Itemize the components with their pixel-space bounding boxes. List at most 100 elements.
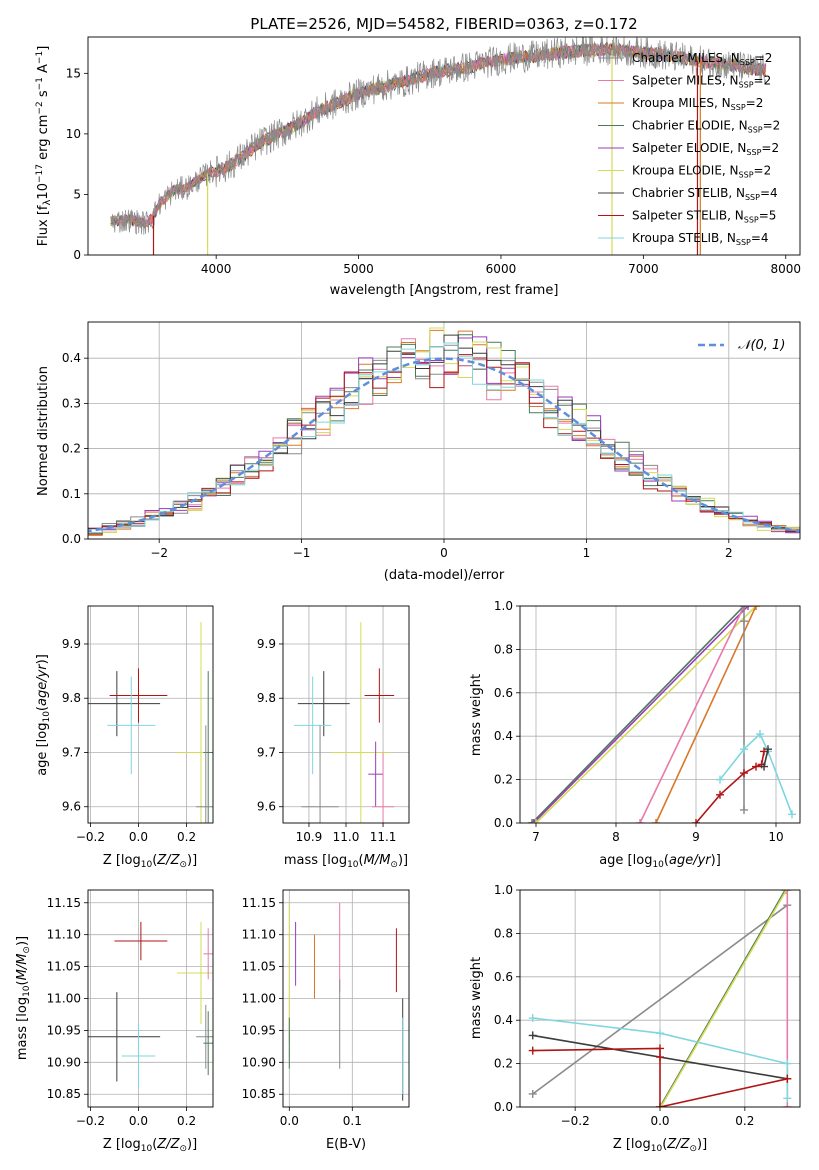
ytick-label: 0.4 bbox=[494, 729, 513, 743]
ytick-label: 0.2 bbox=[62, 442, 81, 456]
ytick-label: 10.95 bbox=[242, 1023, 276, 1037]
ytick-label: 9.8 bbox=[257, 691, 276, 705]
ytick-label: 0.8 bbox=[494, 642, 513, 656]
ytick-label: 5 bbox=[73, 187, 81, 201]
mwAge-xlabel: age [log10(age/yr)] bbox=[599, 853, 721, 870]
legend-label: Salpeter ELODIE, NSSP=2 bbox=[632, 141, 779, 157]
ytick-label: 11.15 bbox=[242, 896, 276, 910]
errorbar-point bbox=[294, 676, 332, 775]
legend-label: Salpeter STELIB, NSSP=5 bbox=[632, 209, 776, 225]
ytick-label: 9.8 bbox=[62, 691, 81, 705]
ytick-label: 0.0 bbox=[62, 532, 81, 546]
xtick-label: 4000 bbox=[201, 262, 232, 276]
ytick-label: 10.90 bbox=[47, 1055, 81, 1069]
spectrum-series bbox=[110, 37, 767, 255]
spectrum-axes: 4000 5000 6000 7000 8000 0 5 10 15 bbox=[66, 36, 801, 276]
xtick-label: −1 bbox=[293, 546, 311, 560]
ytick-label: 0.8 bbox=[494, 926, 513, 940]
xtick-label: 0.0 bbox=[129, 830, 148, 844]
ytick-label: 9.9 bbox=[62, 637, 81, 651]
weight-marker bbox=[716, 775, 724, 784]
weight-marker bbox=[529, 819, 538, 823]
ytick-label: 0.4 bbox=[62, 351, 81, 365]
ytick-label: 10.85 bbox=[47, 1087, 81, 1101]
axes-frame bbox=[87, 321, 801, 540]
age-vs-metallicity-panel: −0.2 0.0 0.2 9.6 9.7 9.8 9.9 Z [log10(Z/Z⊙)] a… bbox=[35, 605, 214, 870]
weight-marker bbox=[652, 819, 660, 823]
ytick-label: 0.3 bbox=[62, 396, 81, 410]
xtick-label: 0.2 bbox=[177, 830, 196, 844]
residuals-xlabel: (data-model)/error bbox=[384, 568, 505, 583]
axes-frame bbox=[519, 889, 801, 1108]
ytick-label: 0.4 bbox=[494, 1013, 513, 1027]
ytick-label: 11.00 bbox=[47, 992, 81, 1006]
errorbar-point bbox=[88, 671, 161, 737]
ytick-label: 11.10 bbox=[47, 928, 81, 942]
weight-marker bbox=[528, 1046, 537, 1055]
errorbar-point bbox=[196, 1004, 213, 1069]
xtick-label: 2 bbox=[725, 546, 733, 560]
ytick-label: 0.6 bbox=[494, 686, 513, 700]
spectrum-line-chabrier-miles-n bbox=[110, 37, 767, 235]
xtick-label: 7 bbox=[532, 830, 540, 844]
weight-marker bbox=[528, 1089, 537, 1098]
massE-xlabel: E(B-V) bbox=[326, 1137, 366, 1152]
weight-marker bbox=[656, 1053, 664, 1062]
errorbar-point bbox=[107, 676, 156, 775]
ytick-label: 11.05 bbox=[47, 960, 81, 974]
axes-frame bbox=[87, 605, 214, 824]
xtick-label: 0.0 bbox=[280, 1114, 299, 1128]
weight-marker bbox=[783, 1059, 792, 1068]
legend-label: Chabrier MILES, NSSP=2 bbox=[632, 51, 772, 67]
errorbar-point bbox=[121, 1024, 156, 1088]
xtick-label: 11.1 bbox=[370, 830, 397, 844]
weight-marker bbox=[528, 1031, 537, 1040]
residuals-grid bbox=[88, 322, 800, 540]
figure-title: PLATE=2526, MJD=54582, FIBERID=0363, z=0… bbox=[250, 15, 637, 33]
ageM-xlabel: mass [log10(M/M⊙)] bbox=[284, 853, 408, 870]
xtick-label: 8 bbox=[612, 830, 620, 844]
xtick-label: −0.2 bbox=[76, 1114, 105, 1128]
ytick-label: 1.0 bbox=[494, 599, 513, 613]
weight-marker bbox=[783, 1103, 792, 1107]
ytick-label: 9.6 bbox=[257, 800, 276, 814]
ytick-label: 9.6 bbox=[62, 800, 81, 814]
weight-marker bbox=[656, 1044, 664, 1053]
xtick-label: −0.2 bbox=[76, 830, 105, 844]
xtick-label: 0.2 bbox=[177, 1114, 196, 1128]
weight-marker bbox=[636, 819, 644, 823]
mwAge-ylabel: mass weight bbox=[469, 674, 484, 756]
weight-line-salpeter-elodie bbox=[533, 606, 749, 823]
xtick-label: 9 bbox=[692, 830, 700, 844]
weight-line-kroupa-elodie bbox=[535, 606, 757, 823]
weight-marker bbox=[760, 762, 768, 771]
mass-vs-extinction-panel: 0.0 0.1 10.85 10.90 10.95 11.00 11.05 11.10 11.1… bbox=[242, 889, 410, 1152]
hist-salpeter-stelib-n bbox=[88, 353, 800, 537]
weight-marker bbox=[740, 617, 748, 626]
massZ-ylabel: mass [log10(M/M⊙)] bbox=[15, 936, 32, 1060]
weight-marker bbox=[752, 762, 760, 771]
weight-marker bbox=[528, 1014, 537, 1023]
axes-frame bbox=[282, 605, 410, 824]
mass-weight-vs-age-panel: 7 8 9 10 0.0 0.2 0.4 0.6 0.8 1.0 age [log10(age/y… bbox=[469, 599, 801, 870]
weight-marker bbox=[532, 819, 540, 823]
xtick-label: 10 bbox=[768, 830, 783, 844]
xtick-label: 0 bbox=[440, 546, 448, 560]
weight-line-chabrier-elodie bbox=[531, 606, 745, 823]
ytick-label: 9.7 bbox=[257, 745, 276, 759]
ytick-label: 10.95 bbox=[47, 1023, 81, 1037]
weight-marker bbox=[656, 1103, 664, 1107]
axes-frame bbox=[87, 36, 801, 256]
xtick-label: 10.9 bbox=[296, 830, 323, 844]
weight-marker bbox=[656, 1029, 664, 1038]
ytick-label: 11.00 bbox=[242, 992, 276, 1006]
xtick-label: −2 bbox=[150, 546, 168, 560]
axes-frame bbox=[87, 889, 214, 1108]
weight-marker bbox=[752, 606, 760, 610]
legend-label: Kroupa ELODIE, NSSP=2 bbox=[632, 164, 771, 180]
mwZ-ylabel: mass weight bbox=[469, 957, 484, 1039]
ytick-label: 10 bbox=[66, 127, 81, 141]
ytick-label: 9.7 bbox=[62, 745, 81, 759]
weight-line-salpeter-miles bbox=[639, 606, 745, 823]
errorbar-point bbox=[203, 1011, 213, 1076]
